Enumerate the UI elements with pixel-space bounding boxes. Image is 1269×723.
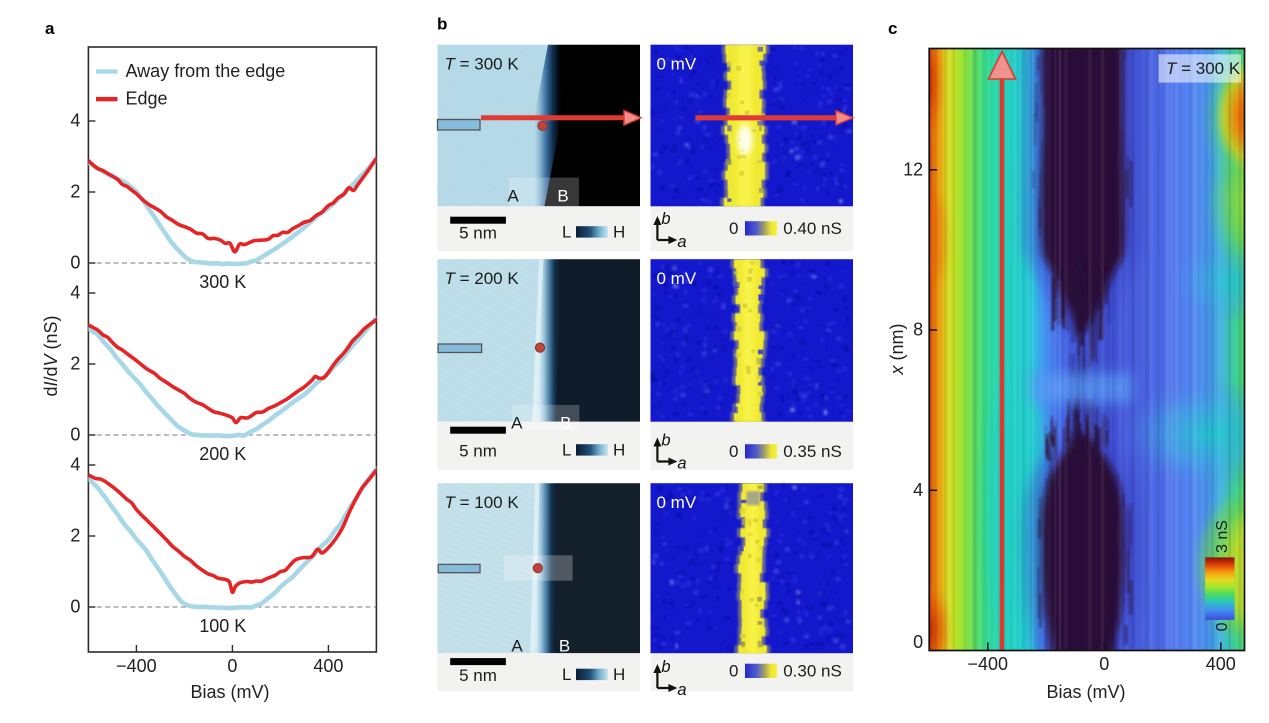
svg-text:300 K: 300 K [199,272,246,292]
svg-text:H: H [613,223,625,242]
svg-text:4: 4 [70,455,80,475]
svg-text:0: 0 [729,442,738,461]
svg-text:H: H [613,441,625,460]
svg-text:T = 300 K: T = 300 K [1166,59,1241,78]
svg-text:T = 200 K: T = 200 K [445,269,520,288]
svg-text:a: a [45,19,55,38]
svg-text:400: 400 [1206,654,1236,674]
svg-text:3 nS: 3 nS [1214,520,1231,553]
svg-text:2: 2 [70,182,80,202]
svg-text:5 nm: 5 nm [459,666,497,685]
svg-text:0 mV: 0 mV [657,269,697,288]
svg-text:8: 8 [913,320,923,340]
svg-text:2: 2 [70,354,80,374]
svg-text:a: a [677,681,686,699]
svg-text:0: 0 [1099,654,1109,674]
svg-text:A: A [511,637,523,656]
svg-text:L: L [562,223,571,242]
svg-text:T = 300 K: T = 300 K [445,55,520,74]
svg-text:0 mV: 0 mV [657,493,697,512]
svg-text:4: 4 [70,111,80,131]
svg-text:0: 0 [70,253,80,273]
svg-text:0: 0 [729,662,738,681]
svg-text:0 mV: 0 mV [657,55,697,74]
svg-text:400: 400 [313,656,343,676]
svg-text:a: a [677,455,686,473]
svg-text:−400: −400 [116,656,157,676]
svg-text:5 nm: 5 nm [459,224,497,243]
svg-text:200 K: 200 K [199,444,246,464]
svg-text:0: 0 [70,597,80,617]
svg-text:0.40 nS: 0.40 nS [783,219,842,238]
svg-text:0: 0 [1214,622,1231,631]
svg-text:0: 0 [913,632,923,652]
svg-text:5 nm: 5 nm [459,442,497,461]
svg-text:B: B [557,187,568,206]
svg-text:c: c [888,19,897,38]
svg-text:dI/dV (nS): dI/dV (nS) [41,315,61,396]
svg-text:A: A [507,187,519,206]
svg-text:0: 0 [227,656,237,676]
svg-text:b: b [661,210,670,228]
svg-text:−400: −400 [968,654,1009,674]
svg-text:A: A [511,414,523,433]
svg-text:0.30 nS: 0.30 nS [783,662,842,681]
svg-text:2: 2 [70,526,80,546]
svg-text:B: B [559,637,570,656]
svg-text:Bias (mV): Bias (mV) [190,682,269,702]
svg-text:Away from the edge: Away from the edge [126,61,286,81]
svg-text:a: a [677,233,686,251]
svg-text:T = 100 K: T = 100 K [445,493,520,512]
svg-text:4: 4 [70,283,80,303]
svg-text:0.35 nS: 0.35 nS [783,442,842,461]
svg-text:0: 0 [70,425,80,445]
svg-text:0: 0 [729,219,738,238]
svg-text:100 K: 100 K [199,616,246,636]
svg-text:b: b [437,15,447,34]
svg-text:H: H [613,665,625,684]
svg-text:x (nm): x (nm) [887,324,907,376]
svg-text:4: 4 [913,480,923,500]
svg-text:B: B [560,414,571,433]
svg-text:12: 12 [903,159,923,179]
svg-text:L: L [562,665,571,684]
svg-text:Edge: Edge [126,89,168,109]
svg-text:b: b [661,432,670,450]
svg-text:L: L [562,441,571,460]
svg-text:b: b [661,658,670,676]
svg-text:Bias (mV): Bias (mV) [1046,682,1125,702]
